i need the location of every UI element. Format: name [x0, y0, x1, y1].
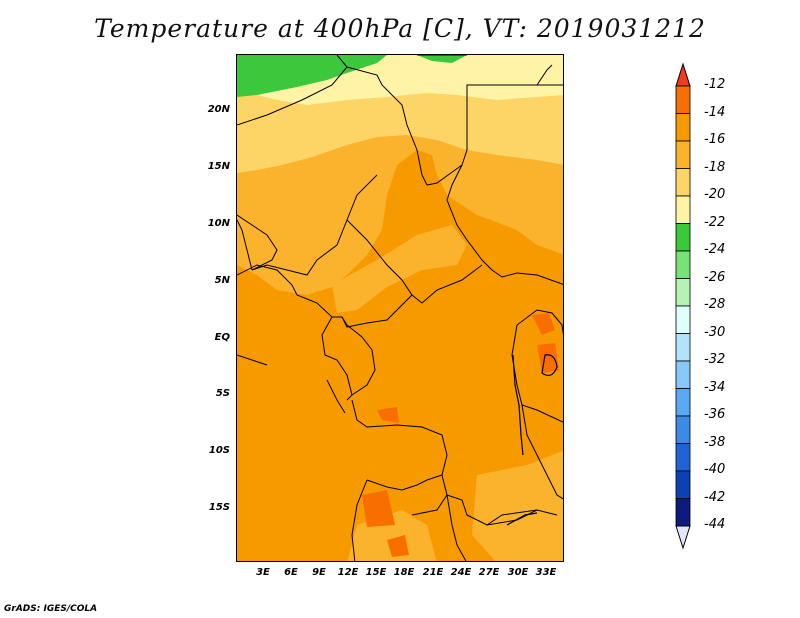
- lat-label-5s: 5S: [215, 388, 230, 399]
- map-panel: [236, 54, 564, 562]
- colorbar-top-arrow: [675, 62, 691, 87]
- band-minus16-central: [332, 225, 467, 313]
- colorbar-box: [675, 168, 691, 197]
- colorbar-box: [675, 195, 691, 224]
- colorbar-label: -42: [704, 489, 726, 505]
- lat-label-5n: 5N: [214, 275, 230, 286]
- colorbar-label: -12: [704, 77, 726, 92]
- colorbar-box: [675, 113, 691, 142]
- colorbar-label: -38: [704, 434, 726, 450]
- colorbar-label: -36: [704, 407, 726, 422]
- lon-label-24e: 24E: [450, 567, 472, 578]
- colorbar-label: -22: [704, 214, 726, 230]
- lon-label-30e: 30E: [507, 567, 529, 578]
- colorbar-box: [675, 388, 691, 417]
- colorbar: [675, 62, 691, 550]
- colorbar-label: -44: [704, 517, 726, 532]
- colorbar-label: -40: [704, 462, 726, 477]
- warm-patch-center: [377, 407, 399, 423]
- band-minus24-ne: [417, 55, 467, 63]
- colorbar-label: -18: [704, 159, 726, 175]
- lat-label-15n: 15N: [207, 161, 230, 172]
- lakes: [506, 354, 558, 526]
- colorbar-box: [675, 333, 691, 362]
- temperature-map: [237, 55, 563, 561]
- band-minus16-south: [472, 450, 563, 561]
- lon-label-33e: 33E: [535, 567, 557, 578]
- map-title: Temperature at 400hPa [C], VT: 201903121…: [94, 14, 706, 43]
- lon-label-3e: 3E: [256, 567, 270, 578]
- colorbar-label: -16: [704, 132, 726, 147]
- lon-label-6e: 6E: [284, 567, 298, 578]
- country-borders: [237, 55, 563, 561]
- lon-label-21e: 21E: [422, 567, 444, 578]
- colorbar-box: [675, 498, 691, 527]
- lat-label-10s: 10S: [208, 445, 230, 456]
- colorbar-label: -32: [704, 352, 726, 367]
- credit-text: GrADS: IGES/COLA: [4, 604, 98, 614]
- warm-patch-east-2: [537, 343, 559, 373]
- warm-patch-east-1: [532, 313, 555, 335]
- lat-label-10n: 10N: [207, 218, 230, 229]
- colorbar-label: -34: [704, 379, 726, 395]
- colorbar-box: [675, 470, 691, 499]
- colorbar-label: -26: [704, 269, 726, 285]
- colorbar-box: [675, 140, 691, 169]
- colorbar-box: [675, 85, 691, 114]
- colorbar-box: [675, 443, 691, 472]
- colorbar-label: -20: [704, 187, 726, 202]
- warm-patch-south-1: [362, 490, 395, 527]
- colorbar-boxes: [675, 62, 691, 550]
- lon-label-9e: 9E: [312, 567, 326, 578]
- lat-label-eq: EQ: [214, 332, 230, 343]
- colorbar-label: -24: [704, 242, 726, 257]
- lon-label-15e: 15E: [365, 567, 387, 578]
- colorbar-box: [675, 250, 691, 279]
- lat-label-15s: 15S: [208, 502, 230, 513]
- colorbar-box: [675, 360, 691, 389]
- warm-patch-south-2: [387, 535, 409, 557]
- colorbar-label: -28: [704, 297, 726, 312]
- colorbar-box: [675, 223, 691, 252]
- lon-label-12e: 12E: [337, 567, 359, 578]
- colorbar-box: [675, 278, 691, 307]
- lat-label-20n: 20N: [207, 104, 230, 115]
- colorbar-label: -14: [704, 104, 726, 120]
- lon-label-27e: 27E: [478, 567, 500, 578]
- lon-label-18e: 18E: [393, 567, 415, 578]
- colorbar-bottom-arrow: [675, 525, 691, 550]
- band-minus24: [237, 55, 387, 97]
- colorbar-label: -30: [704, 324, 726, 340]
- colorbar-box: [675, 415, 691, 444]
- colorbar-box: [675, 305, 691, 334]
